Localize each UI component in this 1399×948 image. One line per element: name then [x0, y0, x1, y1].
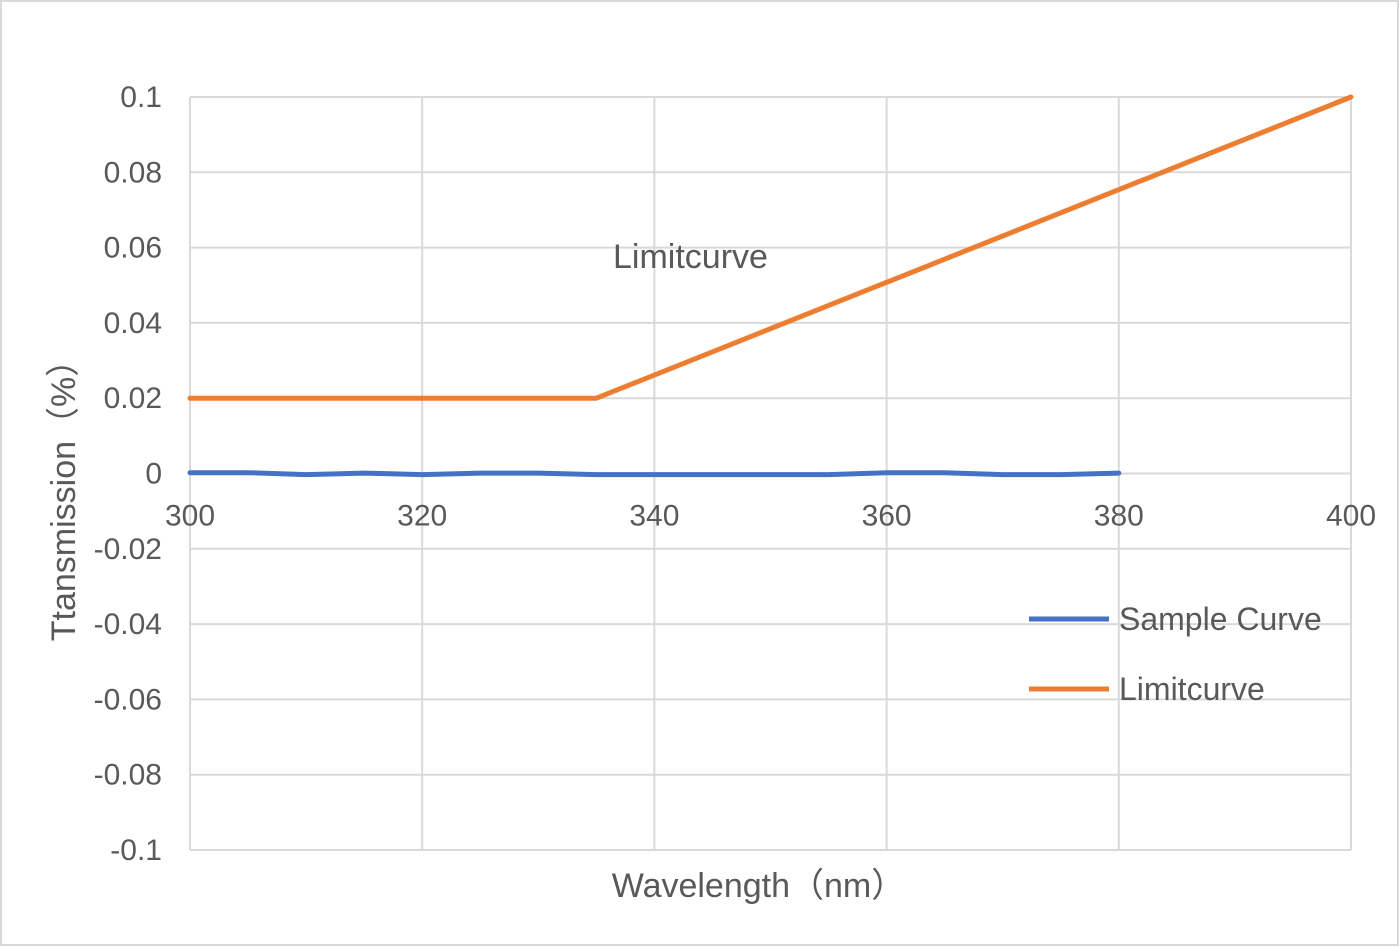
y-tick-label: 0.02: [104, 382, 162, 415]
y-tick-label: -0.1: [110, 834, 162, 867]
chart-annotation: Limitcurve: [613, 238, 768, 276]
legend-label: Limitcurve: [1119, 671, 1265, 707]
legend: Sample Curve Limitcurve: [1029, 601, 1322, 707]
y-axis-title: Ttansmission（%）: [45, 343, 83, 642]
y-tick-label: 0.08: [104, 156, 162, 189]
series-lines: [187, 94, 1354, 478]
x-tick-label: 340: [629, 500, 679, 533]
x-tick-label: 320: [397, 500, 447, 533]
y-tick-label: 0.04: [104, 307, 162, 340]
y-tick-label: 0: [145, 458, 162, 491]
y-tick-label: -0.08: [94, 759, 162, 792]
y-tick-label: 0.1: [120, 81, 162, 114]
y-tick-label: -0.06: [94, 683, 162, 716]
y-tick-label: -0.02: [94, 533, 162, 566]
x-tick-labels: 300 320 340 360 380 400: [165, 500, 1376, 533]
series-line-limitcurve: [187, 94, 1354, 401]
legend-label: Sample Curve: [1119, 601, 1322, 637]
x-axis-title: Wavelength（nm）: [612, 867, 906, 905]
y-tick-label: -0.04: [94, 608, 162, 641]
x-tick-label: 360: [862, 500, 912, 533]
y-tick-label: 0.06: [104, 232, 162, 265]
x-tick-label: 380: [1094, 500, 1144, 533]
series-line-sample-curve: [187, 470, 1122, 478]
y-tick-labels: 0.1 0.08 0.06 0.04 0.02 0 -0.02 -0.04 -0.06 -0.08…: [94, 81, 162, 867]
x-tick-label: 300: [165, 500, 215, 533]
x-tick-label: 400: [1326, 500, 1376, 533]
